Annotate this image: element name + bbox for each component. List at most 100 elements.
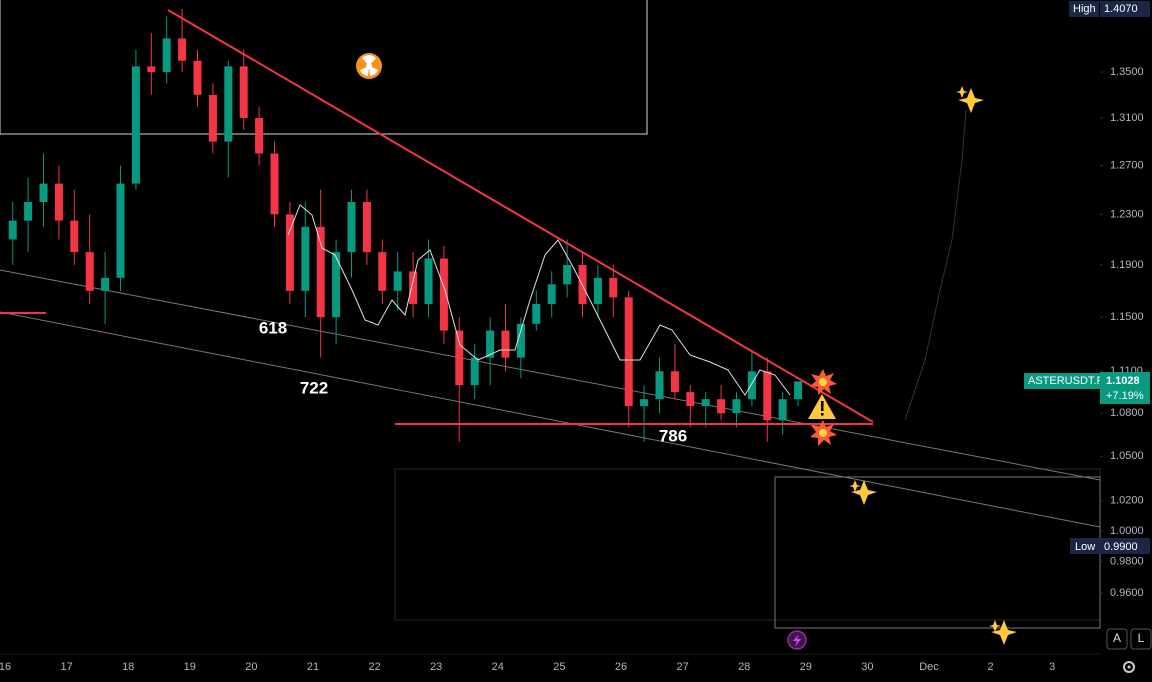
low-value: 0.9900 bbox=[1104, 541, 1138, 553]
price-tick-label: 0.9800 bbox=[1110, 556, 1144, 568]
channel-line bbox=[0, 269, 1101, 481]
time-tick-label: 18 bbox=[122, 661, 134, 673]
candle-body bbox=[347, 201, 356, 253]
candle-body bbox=[732, 399, 741, 414]
candle-body bbox=[147, 66, 156, 73]
time-tick-label: 22 bbox=[368, 661, 380, 673]
price-tick-label: 1.0800 bbox=[1110, 407, 1144, 419]
candle-body bbox=[85, 252, 94, 291]
candle-body bbox=[470, 357, 479, 386]
high-value: 1.4070 bbox=[1104, 3, 1138, 15]
candle-body bbox=[424, 258, 433, 304]
symbol: ASTERUSDT.P bbox=[1028, 375, 1104, 387]
candle-body bbox=[270, 153, 279, 215]
moving-average bbox=[287, 204, 791, 396]
channel-line bbox=[0, 311, 1101, 528]
candle-body bbox=[778, 399, 787, 421]
high-label: High bbox=[1073, 3, 1096, 15]
candle-body bbox=[593, 277, 602, 304]
candle-body bbox=[670, 371, 679, 393]
price-tick-label: 1.2700 bbox=[1110, 159, 1144, 171]
time-tick-label: 24 bbox=[492, 661, 504, 673]
candle-body bbox=[70, 220, 79, 253]
low-tag: Low 0.9900 bbox=[1070, 538, 1150, 554]
scale-button[interactable]: L bbox=[1130, 628, 1152, 650]
time-tick-label: 25 bbox=[553, 661, 565, 673]
candle-body bbox=[701, 399, 710, 407]
candle-body bbox=[532, 303, 541, 324]
candle-body bbox=[255, 118, 264, 154]
auto-button[interactable]: A bbox=[1113, 631, 1121, 645]
price-tick-label: 1.0500 bbox=[1110, 450, 1144, 462]
time-tick-label: 26 bbox=[615, 661, 627, 673]
candle-body bbox=[763, 371, 772, 421]
candle-body bbox=[439, 258, 448, 331]
candle-body bbox=[301, 226, 310, 291]
fib-label: 786 bbox=[659, 426, 687, 445]
candle-body bbox=[54, 183, 63, 221]
candle-body bbox=[563, 264, 572, 285]
price-tick-label: 1.2300 bbox=[1110, 208, 1144, 220]
candle-body bbox=[208, 94, 217, 142]
time-tick-label: 3 bbox=[1049, 661, 1055, 673]
time-tick-label: 19 bbox=[184, 661, 196, 673]
time-tick-label: 21 bbox=[307, 661, 319, 673]
candle-body bbox=[486, 330, 495, 358]
log-button[interactable]: L bbox=[1138, 631, 1145, 645]
time-tick-label: 27 bbox=[676, 661, 688, 673]
candle-body bbox=[101, 277, 110, 291]
scale-button[interactable]: A bbox=[1106, 628, 1128, 650]
price-tick-label: 1.3100 bbox=[1110, 112, 1144, 124]
candle-body bbox=[794, 381, 803, 400]
settings-button[interactable] bbox=[1123, 661, 1135, 673]
candle-body bbox=[24, 201, 33, 221]
price-tick-label: 1.1500 bbox=[1110, 311, 1144, 323]
fib-label: 722 bbox=[300, 378, 328, 397]
price-tick-label: 1.1900 bbox=[1110, 259, 1144, 271]
candle-body bbox=[193, 60, 202, 95]
warning-icon bbox=[808, 394, 836, 419]
time-axis: 16 17 18 19 20 21 22 23 24 25 26 27 28 29 30 Dec 2 3 bbox=[0, 661, 1055, 673]
price-tick-label: 1.3500 bbox=[1110, 66, 1144, 78]
high-tag: High 1.4070 bbox=[1069, 1, 1150, 17]
candle-body bbox=[501, 330, 510, 358]
candle-body bbox=[162, 38, 171, 73]
candle-body bbox=[516, 323, 525, 358]
triangle-resistance bbox=[167, 9, 874, 423]
candle-body bbox=[717, 399, 726, 414]
symbol-tag: ASTERUSDT.P 1.1028 +7.19% bbox=[1024, 372, 1150, 404]
candle-body bbox=[455, 330, 464, 386]
candle-body bbox=[409, 271, 418, 304]
candle-body bbox=[285, 214, 294, 291]
candle-body bbox=[224, 66, 233, 142]
candles bbox=[8, 8, 803, 442]
time-tick-label: 17 bbox=[60, 661, 72, 673]
candle-body bbox=[362, 201, 371, 253]
candle-body bbox=[378, 252, 387, 291]
candle-body bbox=[547, 284, 556, 304]
candle-body bbox=[131, 66, 140, 184]
candle-body bbox=[239, 66, 248, 119]
low-label: Low bbox=[1075, 541, 1095, 553]
candle-body bbox=[8, 220, 17, 240]
fib-label: 618 bbox=[259, 318, 287, 337]
candle-body bbox=[116, 183, 125, 278]
candle-body bbox=[178, 38, 187, 61]
candle-body bbox=[624, 297, 633, 407]
time-tick-label: 29 bbox=[800, 661, 812, 673]
candle-body bbox=[332, 252, 341, 318]
candle-body bbox=[39, 183, 48, 202]
price-tick-label: 0.9600 bbox=[1110, 587, 1144, 599]
time-tick-label: 30 bbox=[861, 661, 873, 673]
last-price: 1.1028 bbox=[1106, 375, 1140, 387]
projection-line bbox=[904, 109, 967, 421]
sparkle-icons bbox=[849, 86, 1017, 645]
time-tick-label: 28 bbox=[738, 661, 750, 673]
lightning-icon bbox=[787, 630, 807, 650]
time-tick-label: 2 bbox=[988, 661, 994, 673]
candle-body bbox=[316, 226, 325, 318]
time-tick-label: 20 bbox=[245, 661, 257, 673]
price-tick-label: 1.0200 bbox=[1110, 495, 1144, 507]
time-tick-label: 16 bbox=[0, 661, 11, 673]
